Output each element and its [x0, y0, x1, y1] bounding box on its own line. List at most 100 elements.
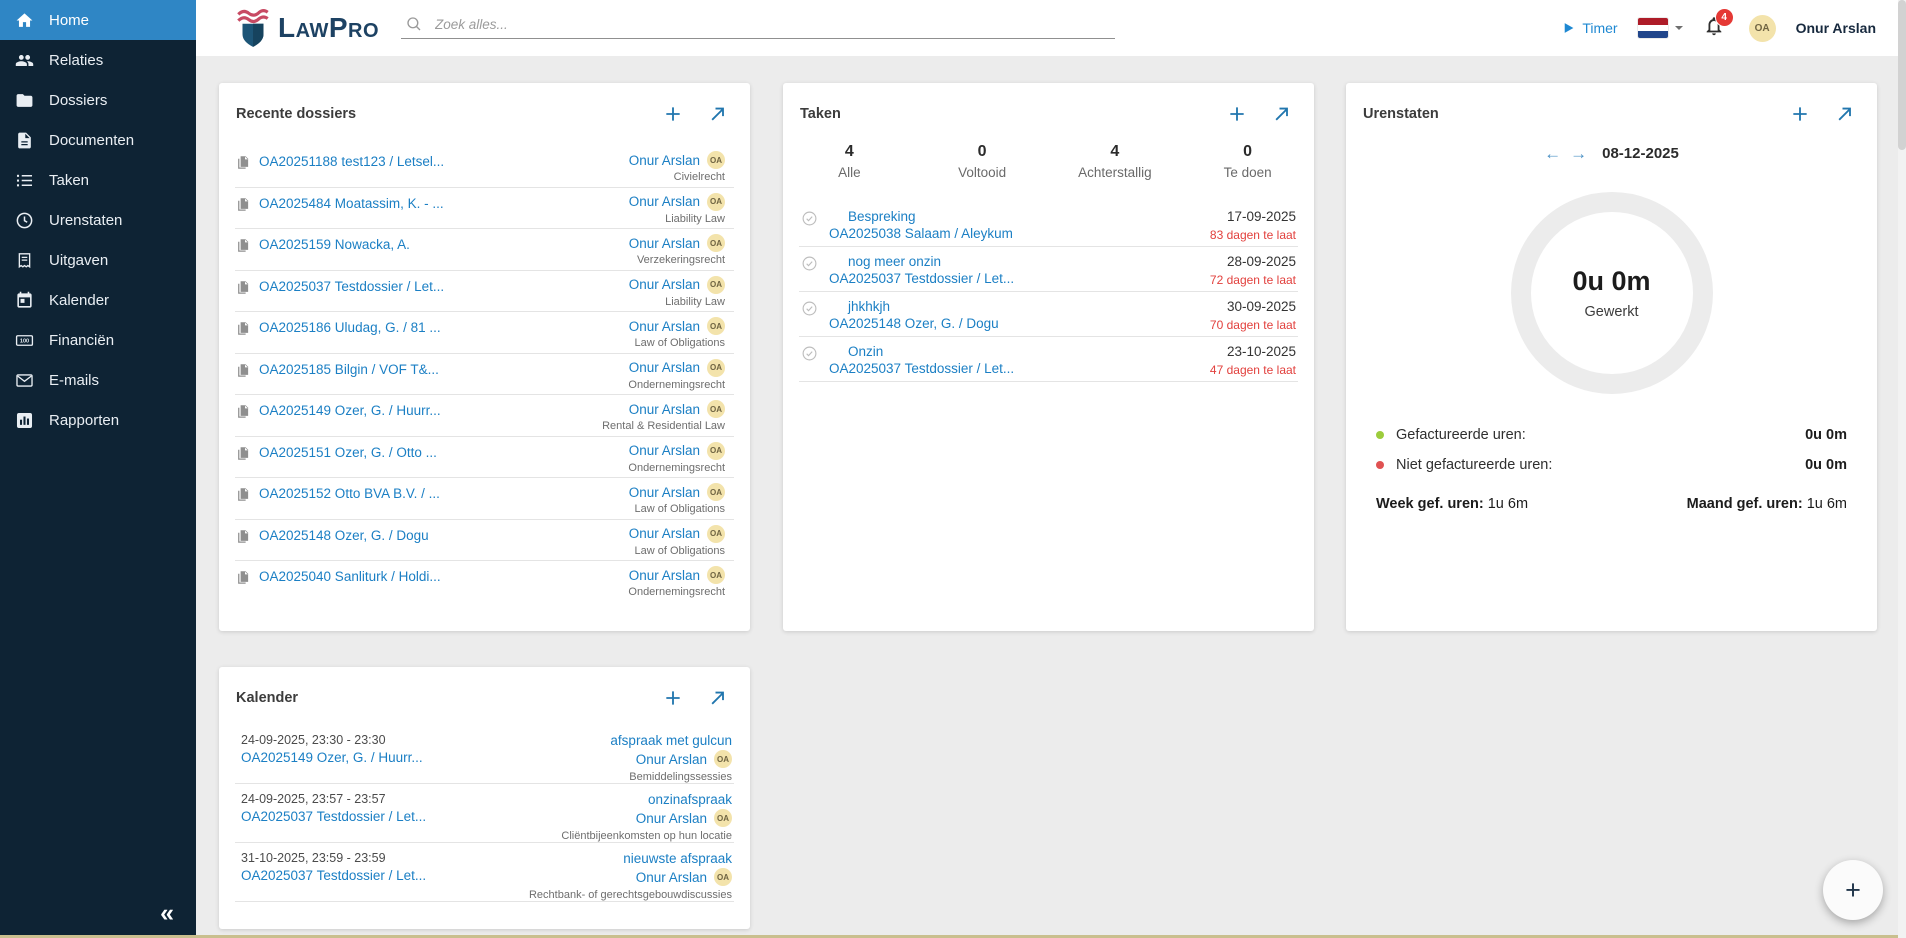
task-due-date: 23-10-2025 [1226, 344, 1296, 359]
user-avatar[interactable]: OA [1748, 14, 1776, 42]
owner-link[interactable]: Onur Arslan [628, 526, 700, 541]
sidebar-item-documenten[interactable]: Documenten [0, 120, 196, 160]
check-circle-icon[interactable] [801, 210, 818, 227]
dossier-link[interactable]: OA2025040 Sanliturk / Holdi... [259, 569, 441, 584]
task-dossier-link[interactable]: OA2025037 Testdossier / Let... [829, 361, 1015, 376]
event-title-link[interactable]: afspraak met gulcun [610, 733, 732, 748]
dossier-link[interactable]: OA2025186 Uludag, G. / 81 ... [259, 320, 441, 335]
task-name-link[interactable]: jhkhkjh [848, 299, 891, 314]
sidebar-item-home[interactable]: Home [0, 0, 196, 40]
sidebar-item-label: Financiën [49, 331, 115, 349]
search-input[interactable] [433, 15, 1111, 33]
owner-link[interactable]: Onur Arslan [635, 751, 707, 767]
owner-link[interactable]: Onur Arslan [628, 484, 700, 500]
weekly-monthly-totals: Week gef. uren: 1u 6m Maand gef. uren: 1… [1376, 496, 1847, 512]
dossier-link[interactable]: OA20251188 test123 / Letsel... [259, 154, 445, 169]
dossier-link[interactable]: OA2025148 Ozer, G. / Dogu [259, 527, 429, 543]
task-stat[interactable]: 0 Te doen [1181, 143, 1314, 180]
open-tasks-button[interactable] [1272, 104, 1292, 124]
dossier-link[interactable]: OA2025037 Testdossier / Let... [259, 278, 445, 294]
task-name-link[interactable]: Onzin [848, 344, 884, 359]
task-name-link[interactable]: Bespreking [848, 209, 916, 224]
event-title-link[interactable]: onzinafspraak [647, 792, 732, 807]
open-dossiers-button[interactable] [708, 104, 728, 124]
user-name[interactable]: Onur Arslan [1795, 20, 1876, 36]
sidebar-item-rapporten[interactable]: Rapporten [0, 400, 196, 440]
event-dossier-link[interactable]: OA2025037 Testdossier / Let... [241, 868, 427, 883]
check-circle-icon[interactable] [801, 300, 818, 317]
dossier-link[interactable]: OA2025152 Otto BVA B.V. / ... [259, 486, 440, 501]
task-dossier-link[interactable]: OA2025148 Ozer, G. / Dogu [829, 316, 999, 331]
owner-link[interactable]: Onur Arslan [628, 194, 700, 209]
event-dossier-link[interactable]: OA2025037 Testdossier / Let... [241, 809, 427, 824]
sidebar-item-financien[interactable]: 100 Financiën [0, 320, 196, 360]
language-selector[interactable] [1637, 18, 1683, 38]
sidebar-item-relaties[interactable]: Relaties [0, 40, 196, 80]
brand-logo[interactable]: LawPro [232, 7, 379, 49]
dossier-category: Rental & Residential Law [602, 420, 725, 432]
task-stat-label: Voltooid [958, 165, 1007, 180]
open-timesheets-button[interactable] [1835, 104, 1855, 124]
sidebar-item-uitgaven[interactable]: Uitgaven [0, 240, 196, 280]
notifications-button[interactable]: 4 [1703, 7, 1734, 42]
scrollbar-thumb[interactable] [1898, 0, 1906, 150]
owner-avatar-badge: OA [707, 275, 725, 294]
sidebar-collapse-button[interactable]: « [160, 899, 174, 927]
file-copy-icon [238, 488, 249, 501]
dossier-link[interactable]: OA2025484 Moatassim, K. - ... [259, 195, 444, 211]
open-calendar-button[interactable] [708, 688, 728, 708]
dossier-link[interactable]: OA2025151 Ozer, G. / Otto ... [259, 444, 437, 460]
search-icon [407, 17, 421, 31]
owner-link[interactable]: Onur Arslan [635, 869, 707, 885]
event-datetime: 24-09-2025, 23:30 - 23:30 [241, 733, 386, 747]
dossier-link[interactable]: OA2025149 Ozer, G. / Huurr... [259, 403, 441, 418]
event-title-link[interactable]: nieuwste afspraak [623, 851, 732, 866]
home-icon [16, 12, 33, 27]
owner-link[interactable]: Onur Arslan [628, 235, 700, 251]
task-row: nog meer onzin OA2025037 Testdossier / L… [799, 247, 1298, 292]
task-stat-value: 0 [977, 143, 987, 160]
next-day-button[interactable]: → [1570, 144, 1588, 163]
floating-add-button[interactable]: + [1823, 860, 1883, 920]
task-stat[interactable]: 4 Alle [783, 143, 916, 180]
prev-day-button[interactable]: ← [1544, 144, 1562, 163]
sidebar-item-dossiers[interactable]: Dossiers [0, 80, 196, 120]
timer-button[interactable]: Timer [1562, 20, 1618, 36]
add-event-button[interactable] [663, 688, 683, 708]
task-stat[interactable]: 4 Achterstallig [1049, 143, 1182, 180]
file-copy-icon [238, 156, 249, 169]
unbilled-hours-row: Niet gefactureerde uren: 0u 0m [1376, 450, 1847, 480]
task-dossier-link[interactable]: OA2025038 Salaam / Aleykum [829, 226, 1013, 241]
sidebar-item-kalender[interactable]: Kalender [0, 280, 196, 320]
calendar-icon [17, 291, 32, 308]
owner-link[interactable]: Onur Arslan [628, 152, 700, 168]
sidebar-item-taken[interactable]: Taken [0, 160, 196, 200]
scrollbar[interactable] [1898, 0, 1906, 938]
sidebar-item-emails[interactable]: E-mails [0, 360, 196, 400]
window-bottom-edge [0, 935, 1906, 938]
owner-link[interactable]: Onur Arslan [628, 360, 700, 375]
add-timesheet-button[interactable] [1790, 104, 1810, 124]
check-circle-icon[interactable] [801, 345, 818, 362]
check-circle-icon[interactable] [801, 255, 818, 272]
owner-link[interactable]: Onur Arslan [635, 810, 707, 826]
folder-icon [16, 93, 33, 107]
dossier-link[interactable]: OA2025159 Nowacka, A. [259, 237, 410, 252]
owner-link[interactable]: Onur Arslan [628, 277, 700, 292]
task-stat[interactable]: 0 Voltooid [916, 143, 1049, 180]
owner-link[interactable]: Onur Arslan [628, 401, 700, 417]
task-dossier-link[interactable]: OA2025037 Testdossier / Let... [829, 271, 1015, 286]
task-name-link[interactable]: nog meer onzin [848, 254, 942, 269]
owner-link[interactable]: Onur Arslan [628, 443, 700, 458]
dossier-link[interactable]: OA2025185 Bilgin / VOF T&... [259, 361, 439, 377]
dossier-list: OA20251188 test123 / Letsel... Onur Arsl… [219, 146, 750, 603]
dossier-category: Ondernemingsrecht [628, 586, 725, 598]
file-copy-icon [238, 529, 249, 543]
owner-link[interactable]: Onur Arslan [628, 318, 700, 334]
owner-avatar-badge: OA [707, 234, 725, 252]
add-task-button[interactable] [1227, 104, 1247, 124]
event-dossier-link[interactable]: OA2025149 Ozer, G. / Huurr... [241, 750, 423, 765]
add-dossier-button[interactable] [663, 104, 683, 124]
sidebar-item-urenstaten[interactable]: Urenstaten [0, 200, 196, 240]
owner-link[interactable]: Onur Arslan [628, 567, 700, 583]
